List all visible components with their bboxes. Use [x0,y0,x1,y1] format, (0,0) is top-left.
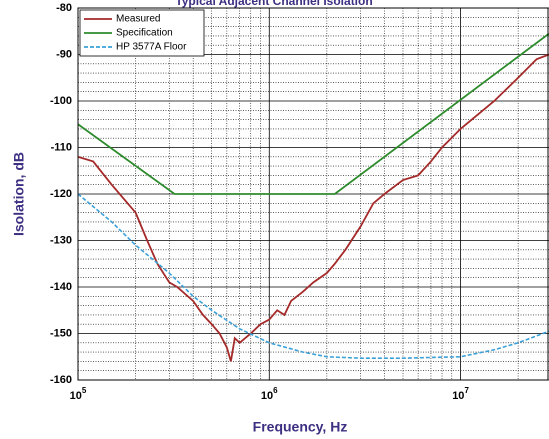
y-tick-label: -140 [50,281,72,293]
chart-title: Typical Adjacent Channel Isolation [175,0,372,8]
series-line [78,32,549,195]
x-axis-title: Frequency, Hz [253,419,348,435]
x-tick-base: 10 [452,390,464,402]
series-line [78,193,549,359]
x-tick-exponent: 6 [273,386,278,395]
y-axis-title: Isolation, dB [11,152,27,236]
y-tick-label: -120 [50,188,72,200]
x-tick-label: 107 [452,386,469,402]
legend: Measured Specification HP 3577A Floor [79,9,205,57]
y-tick-label: -80 [56,2,72,14]
y-tick-label: -90 [56,48,72,60]
legend-label: Measured [116,14,160,25]
series-line [78,53,549,362]
lines [78,32,549,362]
legend-label: Specification [116,28,173,39]
legend-label: HP 3577A Floor [116,42,187,53]
y-tick-label: -150 [50,327,72,339]
x-tick-label: 105 [70,386,87,402]
x-tick-base: 10 [70,390,82,402]
y-tick-label: -160 [50,374,72,386]
plot-border [77,7,549,381]
y-tick-label: -130 [50,234,72,246]
x-tick-exponent: 5 [82,386,87,395]
x-tick-label: 106 [261,386,278,402]
y-tick-label: -110 [51,141,72,153]
y-tick-label: -100 [50,95,72,107]
x-tick-base: 10 [261,390,273,402]
x-tick-exponent: 7 [464,386,469,395]
